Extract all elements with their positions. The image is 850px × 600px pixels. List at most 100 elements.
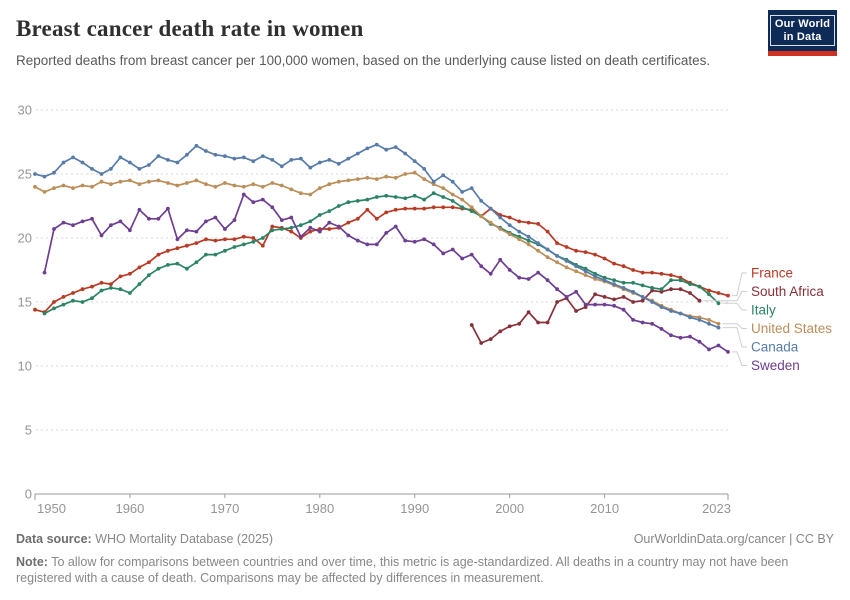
data-point: [71, 155, 75, 160]
data-point: [317, 186, 322, 191]
data-point: [697, 318, 702, 322]
data-point: [317, 213, 322, 217]
data-point: [507, 324, 512, 329]
data-point: [631, 280, 635, 285]
series-sweden[interactable]: [42, 192, 730, 354]
owid-cc-link[interactable]: OurWorldinData.org/cancer | CC BY: [633, 532, 834, 546]
series-south-africa[interactable]: [469, 287, 702, 345]
series-france[interactable]: [33, 205, 730, 315]
data-point: [393, 224, 398, 229]
data-point: [185, 243, 189, 248]
data-point: [716, 321, 721, 326]
data-point: [355, 216, 360, 221]
data-point: [61, 302, 66, 307]
data-point: [593, 271, 597, 276]
data-point: [52, 227, 56, 231]
data-point: [289, 229, 294, 234]
data-point: [71, 291, 75, 295]
data-point: [298, 156, 303, 161]
data-point: [127, 228, 132, 233]
data-point: [460, 197, 465, 202]
data-point: [726, 350, 730, 354]
line-italy: [43, 192, 720, 315]
data-point: [422, 177, 427, 182]
legend-label-canada[interactable]: Canada: [751, 340, 799, 355]
data-point: [564, 295, 569, 299]
data-point: [593, 274, 597, 279]
x-tick-label-2000: 2000: [495, 501, 524, 516]
data-point: [612, 303, 616, 308]
page-title: Breast cancer death rate in women: [16, 16, 364, 41]
data-point: [517, 219, 522, 224]
data-point: [346, 220, 351, 225]
data-point: [707, 347, 711, 352]
data-point: [61, 220, 66, 225]
data-point: [612, 282, 616, 286]
data-point: [317, 229, 322, 234]
line-sweden: [43, 193, 729, 353]
data-point: [194, 260, 199, 265]
data-point: [574, 264, 578, 269]
data-point: [109, 286, 113, 290]
data-point: [213, 152, 218, 157]
data-point: [365, 197, 370, 202]
x-tick-label-2023: 2023: [702, 501, 731, 516]
series-italy[interactable]: [42, 191, 721, 316]
data-point: [52, 300, 56, 304]
data-point: [441, 251, 446, 256]
data-point: [166, 248, 170, 253]
data-point: [507, 232, 512, 237]
data-point: [241, 155, 246, 160]
data-point: [716, 291, 721, 295]
y-tick-label-30: 30: [18, 103, 32, 118]
data-point: [99, 233, 104, 238]
data-point: [707, 292, 711, 297]
legend-label-south-africa[interactable]: South Africa: [751, 284, 824, 299]
data-point: [374, 177, 379, 182]
data-point: [137, 282, 142, 286]
data-point: [156, 154, 161, 159]
data-point: [90, 296, 94, 301]
legend-label-italy[interactable]: Italy: [751, 303, 776, 318]
data-point: [517, 275, 522, 280]
data-point: [697, 284, 702, 289]
data-point: [412, 239, 417, 244]
data-point: [346, 178, 351, 183]
data-point: [384, 231, 389, 235]
data-point: [517, 237, 522, 242]
data-point: [583, 266, 588, 271]
data-point: [526, 220, 531, 225]
data-point: [678, 311, 683, 316]
data-point: [640, 298, 645, 303]
legend-label-united-states[interactable]: United States: [751, 321, 832, 336]
data-point: [127, 178, 132, 183]
data-point: [469, 205, 474, 210]
data-point: [612, 261, 616, 266]
y-tick-label-20: 20: [18, 231, 32, 246]
data-point: [175, 183, 180, 188]
data-point: [175, 160, 180, 165]
legend-label-sweden[interactable]: Sweden: [751, 358, 800, 373]
data-point: [374, 142, 379, 147]
data-point: [526, 234, 531, 239]
data-point: [593, 302, 597, 307]
data-point: [194, 143, 199, 148]
chart-subtitle: Reported deaths from breast cancer per 1…: [16, 53, 711, 68]
data-point: [308, 229, 313, 234]
data-point: [270, 205, 275, 210]
data-point: [109, 223, 113, 228]
data-point: [317, 160, 322, 165]
x-tick-label-2010: 2010: [590, 501, 619, 516]
data-point: [260, 197, 265, 202]
legend-label-france[interactable]: France: [751, 266, 793, 281]
data-point: [308, 192, 313, 197]
data-point: [71, 298, 75, 303]
data-point: [251, 239, 256, 244]
owid-logo[interactable]: Our World in Data: [768, 10, 837, 56]
data-point: [80, 160, 85, 165]
data-point: [384, 147, 389, 152]
series-canada[interactable]: [33, 142, 721, 330]
data-point: [251, 159, 256, 164]
data-point: [631, 300, 635, 304]
